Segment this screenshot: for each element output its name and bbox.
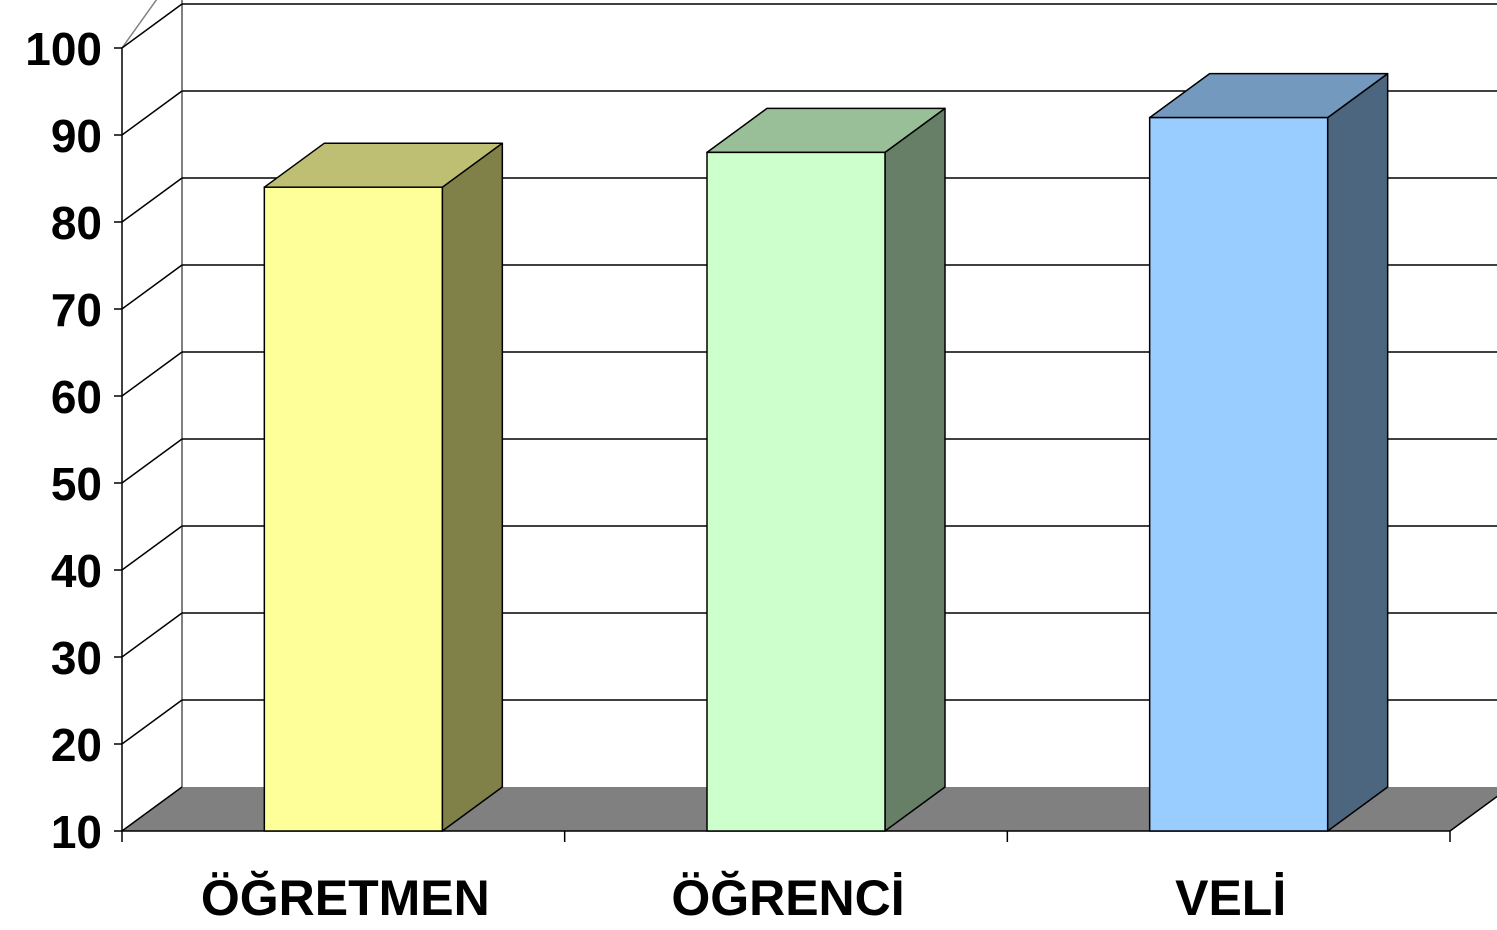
floor-right-edge bbox=[1449, 795, 1497, 832]
bar-side-face bbox=[441, 142, 504, 832]
bars bbox=[263, 72, 1389, 832]
side-wall-top-edge bbox=[121, 0, 158, 49]
bar bbox=[1148, 72, 1389, 832]
gridline-side bbox=[121, 177, 183, 223]
y-tick-label: 50 bbox=[51, 458, 102, 510]
gridline-side bbox=[121, 612, 183, 658]
x-tick-label: ÖĞRETMEN bbox=[201, 870, 490, 925]
gridline-side bbox=[121, 525, 183, 571]
bar-side-face bbox=[1326, 72, 1389, 832]
gridline-side bbox=[121, 3, 183, 49]
gridline-side bbox=[121, 786, 183, 832]
y-tick-label: 60 bbox=[51, 371, 102, 423]
gridline-side bbox=[121, 699, 183, 745]
gridline-side bbox=[121, 90, 183, 136]
chart-walls bbox=[121, 0, 183, 787]
x-tick-labels: ÖĞRETMEN ÖĞRENCİ VELİ bbox=[201, 870, 1286, 926]
x-tick-label: ÖĞRENCİ bbox=[671, 870, 904, 925]
y-tick-label: 80 bbox=[51, 197, 102, 249]
y-tick-label: 40 bbox=[51, 545, 102, 597]
y-tick-label: 10 bbox=[51, 806, 102, 858]
y-tick-label: 20 bbox=[51, 719, 102, 771]
gridline-side bbox=[121, 438, 183, 484]
gridline-side bbox=[121, 264, 183, 310]
y-tick-label: 70 bbox=[51, 284, 102, 336]
bar-front-face bbox=[1148, 116, 1329, 832]
x-tick-label: VELİ bbox=[1175, 870, 1286, 925]
y-tick-labels: 10 20 30 40 50 60 70 80 90 100 bbox=[25, 23, 102, 858]
bar-front-face bbox=[706, 151, 886, 832]
bar bbox=[706, 107, 946, 832]
bar-side-face bbox=[884, 107, 946, 832]
y-tick-label: 100 bbox=[25, 23, 102, 75]
gridline-side bbox=[121, 351, 183, 397]
y-tick-label: 90 bbox=[51, 110, 102, 162]
bar-front-face bbox=[263, 186, 444, 832]
bar bbox=[263, 142, 504, 832]
y-tick-label: 30 bbox=[51, 632, 102, 684]
